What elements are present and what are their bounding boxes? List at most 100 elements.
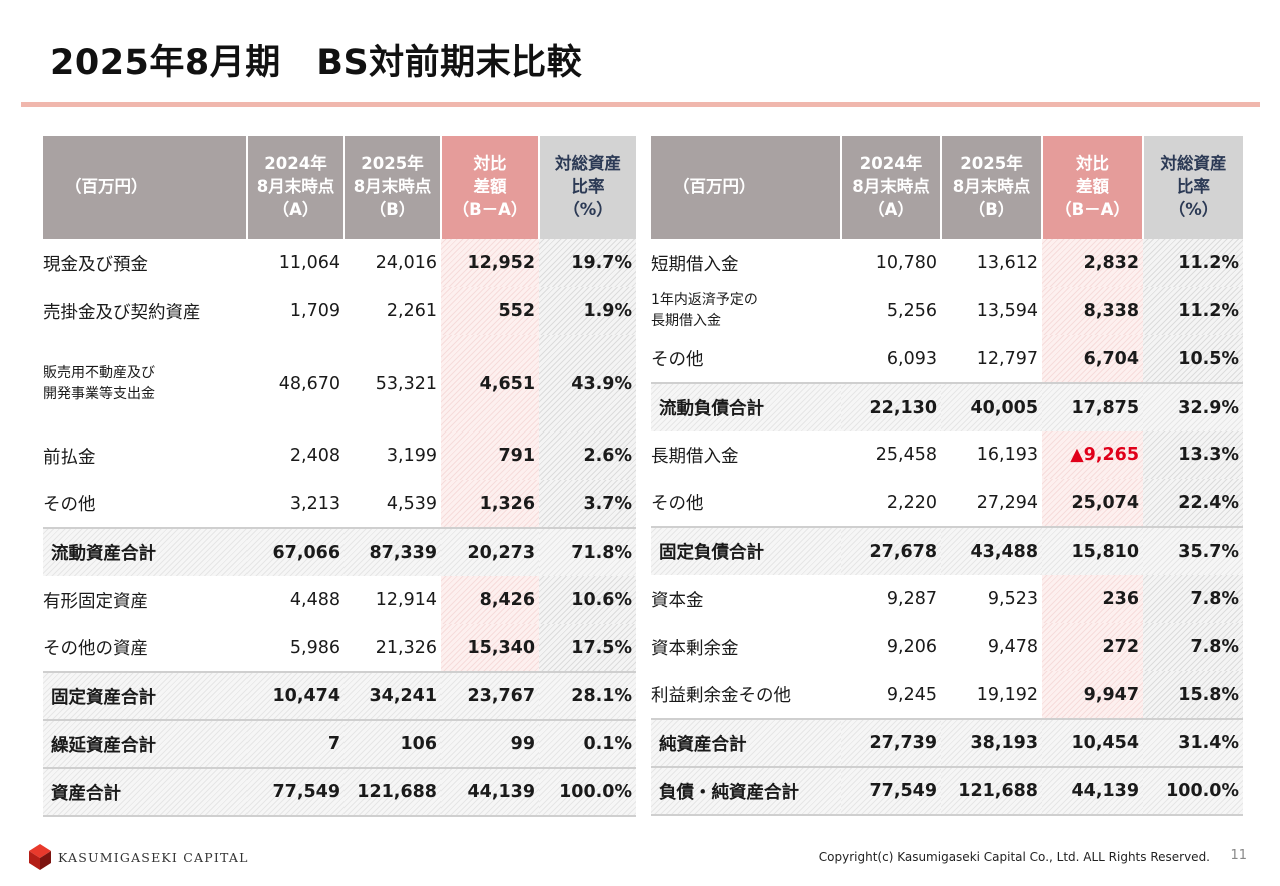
- value-b: 19,192: [976, 684, 1038, 705]
- value-b: 38,193: [941, 718, 1042, 767]
- row-label: その他: [651, 494, 704, 514]
- company-name: KASUMIGASEKI CAPITAL: [58, 849, 249, 865]
- col-ratio-header: 対総資産 比率 （%）: [538, 136, 636, 239]
- value-b: 3,199: [386, 446, 437, 466]
- value-ratio: 35.7%: [1143, 526, 1243, 575]
- total-row: 固定資産合計 10,474 34,241 23,767 28.1%: [43, 671, 636, 720]
- value-b: 4,539: [386, 493, 437, 514]
- value-ratio: 11.2%: [1143, 287, 1243, 335]
- value-ratio: 2.6%: [539, 432, 636, 480]
- assets-header-row: （百万円） 2024年 8月末時点 （A） 2025年 8月末時点 （B） 対比…: [43, 136, 636, 239]
- table-row: その他 2,220 27,294 25,074 22.4%: [651, 479, 1243, 527]
- table-row: 前払金 2,408 3,199 791 2.6%: [43, 432, 636, 480]
- table-row: 利益剰余金その他 9,245 19,192 9,947 15.8%: [651, 671, 1243, 719]
- value-b: 13,612: [976, 253, 1038, 273]
- row-label: 繰延資産合計: [43, 719, 247, 768]
- value-a: 9,287: [886, 589, 937, 609]
- value-ratio: 7.8%: [1143, 623, 1243, 671]
- logo-mark-icon: [29, 844, 51, 870]
- value-a: 25,458: [875, 445, 937, 465]
- value-diff: 9,947: [1042, 671, 1143, 719]
- company-logo: KASUMIGASEKI CAPITAL: [29, 844, 249, 870]
- value-diff: 552: [441, 287, 539, 335]
- page-number: 11: [1230, 848, 1247, 863]
- row-label: その他の資産: [43, 639, 148, 659]
- value-a: 5,986: [289, 637, 340, 658]
- value-a: 3,213: [289, 493, 340, 514]
- unit-header: （百万円）: [43, 136, 247, 239]
- total-row: 資産合計 77,549 121,688 44,139 100.0%: [43, 767, 636, 817]
- value-b: 40,005: [941, 382, 1042, 431]
- value-ratio: 1.9%: [539, 287, 636, 335]
- value-diff: 99: [441, 719, 539, 768]
- value-diff: 1,326: [441, 480, 539, 528]
- value-a: 22,130: [841, 382, 941, 431]
- row-label: 前払金: [43, 447, 96, 468]
- value-b: 12,797: [976, 348, 1038, 369]
- value-b: 121,688: [941, 766, 1042, 816]
- row-label: 資産合計: [43, 767, 247, 817]
- row-label: 固定負債合計: [651, 526, 841, 575]
- value-diff: 6,704: [1042, 335, 1143, 383]
- value-diff: 44,139: [441, 767, 539, 817]
- row-label: 資本剰余金: [651, 638, 739, 659]
- value-diff: 272: [1042, 623, 1143, 671]
- value-diff: 8,338: [1042, 287, 1143, 335]
- row-label: その他: [43, 495, 96, 515]
- value-a: 2,220: [886, 492, 937, 513]
- page-title: 2025年8月期 BS対前期末比較: [50, 43, 583, 83]
- value-b: 34,241: [344, 671, 441, 720]
- table-row: 資本金 9,287 9,523 236 7.8%: [651, 575, 1243, 623]
- value-ratio: 17.5%: [539, 624, 636, 672]
- table-row: その他の資産 5,986 21,326 15,340 17.5%: [43, 624, 636, 672]
- value-diff: 2,832: [1042, 239, 1143, 287]
- value-b: 12,914: [375, 590, 437, 610]
- value-a: 9,245: [886, 684, 937, 705]
- row-label: その他: [651, 350, 704, 370]
- table-row: 有形固定資産 4,488 12,914 8,426 10.6%: [43, 576, 636, 624]
- total-row: 純資産合計 27,739 38,193 10,454 31.4%: [651, 718, 1243, 767]
- value-diff: 12,952: [441, 239, 539, 287]
- value-ratio: 22.4%: [1143, 479, 1243, 527]
- row-label: 流動負債合計: [651, 382, 841, 431]
- row-label: 現金及び預金: [43, 254, 148, 275]
- value-ratio: 43.9%: [539, 335, 636, 432]
- value-diff: 4,651: [441, 335, 539, 432]
- value-b: 2,261: [386, 301, 437, 321]
- value-ratio: 10.6%: [539, 576, 636, 624]
- row-label: 短期借入金: [651, 254, 739, 275]
- col-diff-header: 対比 差額 （B－A）: [1041, 136, 1143, 239]
- row-label: 販売用不動産及び 開発事業等支出金: [43, 364, 155, 402]
- total-row: 流動資産合計 67,066 87,339 20,273 71.8%: [43, 527, 636, 576]
- table-row: その他 6,093 12,797 6,704 10.5%: [651, 335, 1243, 383]
- value-ratio: 3.7%: [539, 480, 636, 528]
- col-diff-header: 対比 差額 （B－A）: [440, 136, 539, 239]
- table-row: 1年内返済予定の 長期借入金 5,256 13,594 8,338 11.2%: [651, 287, 1243, 335]
- value-ratio: 10.5%: [1143, 335, 1243, 383]
- row-label: 負債・純資産合計: [651, 766, 841, 816]
- table-row: 資本剰余金 9,206 9,478 272 7.8%: [651, 623, 1243, 671]
- total-row: 固定負債合計 27,678 43,488 15,810 35.7%: [651, 526, 1243, 575]
- table-row: 売掛金及び契約資産 1,709 2,261 552 1.9%: [43, 287, 636, 335]
- value-diff: ▲9,265: [1042, 431, 1143, 479]
- value-diff: 15,340: [441, 624, 539, 672]
- value-a: 27,678: [841, 526, 941, 575]
- value-a: 10,780: [875, 253, 937, 273]
- row-label: 1年内返済予定の 長期借入金: [651, 292, 758, 329]
- total-row: 流動負債合計 22,130 40,005 17,875 32.9%: [651, 382, 1243, 431]
- col-a-header: 2024年 8月末時点 （A）: [840, 136, 941, 239]
- value-a: 11,064: [278, 253, 340, 273]
- value-b: 21,326: [375, 637, 437, 658]
- value-diff: 10,454: [1042, 718, 1143, 767]
- value-ratio: 11.2%: [1143, 239, 1243, 287]
- value-b: 9,523: [987, 589, 1038, 609]
- value-a: 1,709: [289, 301, 340, 321]
- value-diff: 25,074: [1042, 479, 1143, 527]
- value-b: 106: [344, 719, 441, 768]
- col-b-header: 2025年 8月末時点 （B）: [343, 136, 441, 239]
- value-a: 48,670: [278, 373, 340, 394]
- value-ratio: 19.7%: [539, 239, 636, 287]
- value-b: 43,488: [941, 526, 1042, 575]
- row-label: 流動資産合計: [43, 527, 247, 576]
- value-a: 4,488: [289, 590, 340, 610]
